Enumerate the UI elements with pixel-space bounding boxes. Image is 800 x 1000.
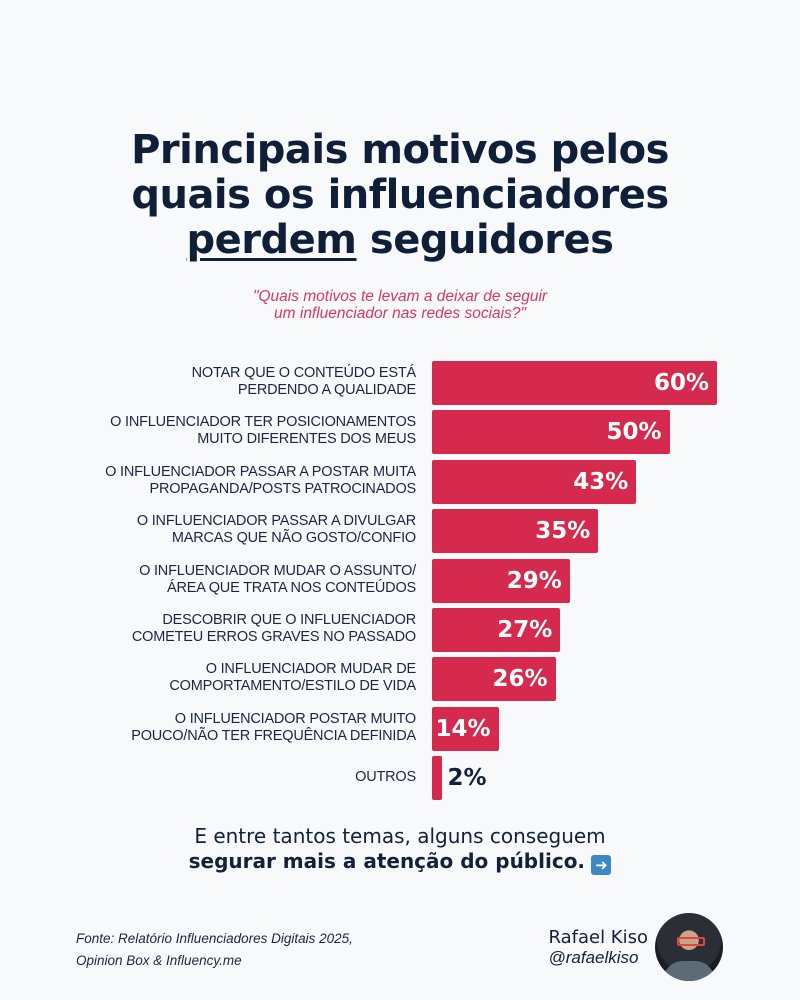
category-label: NOTAR QUE O CONTEÚDO ESTÁ PERDENDO A QUA… — [191, 365, 417, 398]
data-label: 29% — [506, 567, 562, 594]
author-handle: @rafaelkiso — [548, 948, 639, 967]
source-note: Fonte: Relatório Influenciadores Digitai… — [76, 928, 353, 972]
right-arrow-icon: ➜ — [591, 855, 612, 875]
bar — [432, 509, 599, 554]
cta-line-2: segurar mais a atenção do público. — [188, 849, 586, 873]
bar — [432, 756, 442, 801]
category-label: O INFLUENCIADOR PASSAR A POSTAR MUITA PR… — [105, 463, 416, 497]
data-label: 60% — [653, 370, 709, 396]
bar-row: O INFLUENCIADOR MUDAR DE COMPORTAMENTO/E… — [0, 657, 800, 702]
data-label: 35% — [535, 518, 591, 545]
cta-line-1: E entre tantos temas, alguns conseguem — [194, 824, 606, 848]
bar-row: O INFLUENCIADOR POSTAR MUITO POUCO/NÃO T… — [0, 706, 800, 751]
bar — [432, 410, 670, 455]
bar — [432, 706, 499, 751]
bar-row: O INFLUENCIADOR PASSAR A POSTAR MUITA PR… — [0, 459, 800, 504]
survey-question-line-1: "Quais motivos te levam a deixar de segu… — [252, 288, 548, 305]
bar-row: OUTROS 2% — [0, 756, 800, 801]
author-name: Rafael Kiso — [548, 927, 648, 948]
survey-question: "Quais motivos te levam a deixar de segu… — [0, 288, 800, 322]
title-line-1: Principais motivos pelos — [131, 127, 669, 173]
category-label: O INFLUENCIADOR TER POSICIONAMENTOS MUIT… — [110, 414, 416, 448]
bar — [432, 657, 556, 702]
category-label: O INFLUENCIADOR PASSAR A DIVULGAR MARCAS… — [136, 513, 416, 547]
data-label: 27% — [497, 617, 553, 643]
title-line-2: quais os influenciadores — [131, 172, 669, 218]
avatar — [655, 913, 723, 981]
bar — [432, 608, 561, 652]
bar — [432, 361, 717, 405]
bar-row: O INFLUENCIADOR PASSAR A DIVULGAR MARCAS… — [0, 509, 800, 554]
page-title: Principais motivos pelos quais os influe… — [0, 128, 800, 263]
category-label: O INFLUENCIADOR MUDAR O ASSUNTO/ ÁREA QU… — [139, 562, 416, 596]
title-line-3: perdem seguidores — [0, 218, 800, 263]
category-label: OUTROS — [355, 769, 416, 786]
call-to-action: E entre tantos temas, alguns conseguem s… — [0, 824, 800, 875]
bar — [432, 459, 637, 504]
bar — [432, 558, 570, 603]
survey-question-line-2: um influenciador nas redes sociais?" — [274, 305, 526, 322]
source-line-2: Opinion Box & Influency.me — [76, 953, 242, 968]
category-label: DESCOBRIR QUE O INFLUENCIADOR COMETEU ER… — [131, 612, 416, 645]
data-label: 26% — [492, 666, 548, 693]
data-label: 14% — [435, 715, 491, 742]
bar-row: NOTAR QUE O CONTEÚDO ESTÁ PERDENDO A QUA… — [0, 361, 800, 405]
bar-row: O INFLUENCIADOR MUDAR O ASSUNTO/ ÁREA QU… — [0, 558, 800, 603]
source-line-1: Fonte: Relatório Influenciadores Digitai… — [76, 931, 353, 946]
title-line-3-rest: seguidores — [356, 217, 614, 263]
category-label: O INFLUENCIADOR POSTAR MUITO POUCO/NÃO T… — [131, 710, 416, 744]
data-label: 50% — [606, 419, 662, 446]
bar-row: O INFLUENCIADOR TER POSICIONAMENTOS MUIT… — [0, 410, 800, 455]
bar-row: DESCOBRIR QUE O INFLUENCIADOR COMETEU ER… — [0, 608, 800, 652]
author-info: Rafael Kiso @rafaelkiso — [548, 928, 648, 968]
title-emphasis: perdem — [186, 217, 357, 263]
data-label: 43% — [573, 468, 629, 495]
category-label: O INFLUENCIADOR MUDAR DE COMPORTAMENTO/E… — [169, 661, 416, 695]
data-label: 2% — [447, 765, 487, 792]
